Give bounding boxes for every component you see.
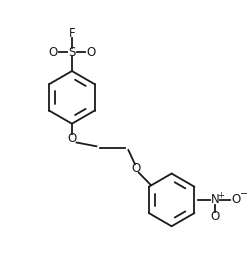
Text: O: O [131,162,141,175]
Text: F: F [69,27,75,40]
Text: +: + [217,191,224,200]
Text: O: O [48,46,58,59]
Text: O: O [86,46,95,59]
Text: O: O [210,210,220,223]
Text: O: O [231,193,240,206]
Text: −: − [240,189,247,199]
Text: S: S [68,46,76,59]
Text: N: N [210,193,219,206]
Text: O: O [67,132,77,145]
